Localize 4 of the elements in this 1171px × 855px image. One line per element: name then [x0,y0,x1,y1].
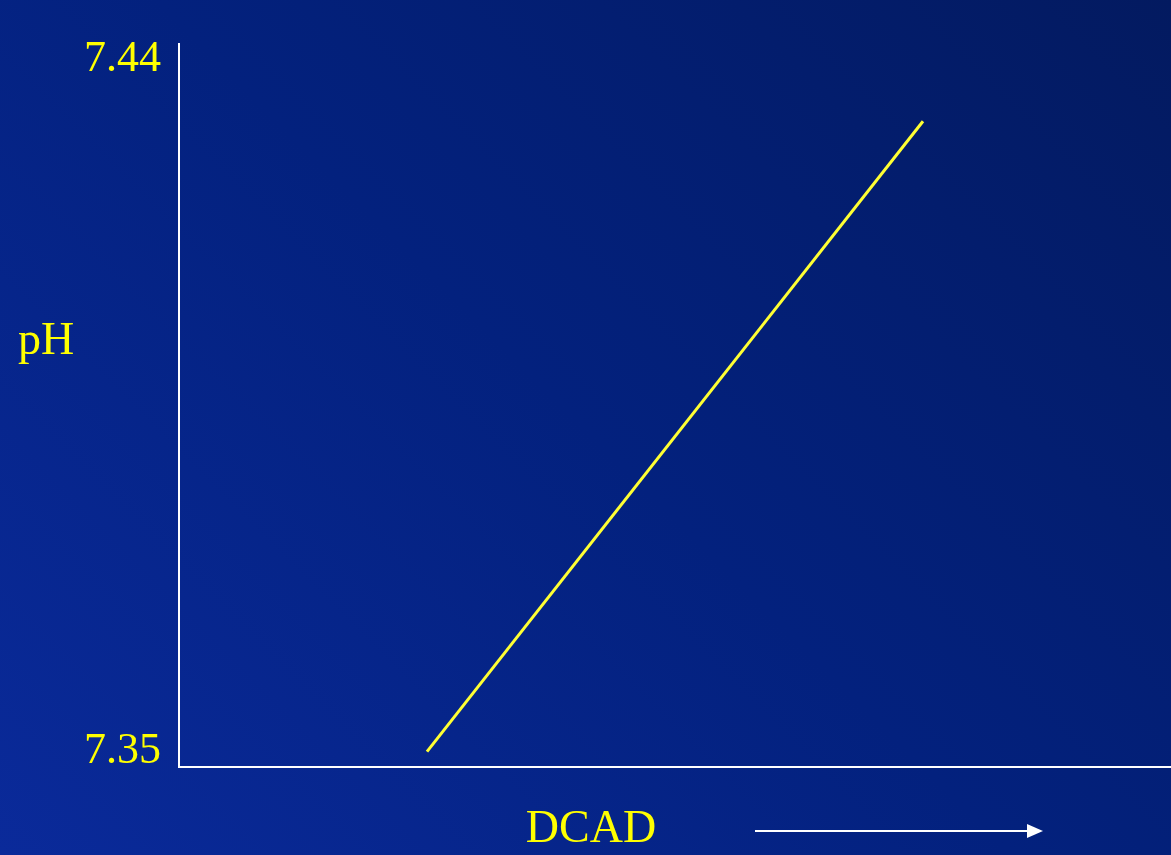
y-tick-label: 7.44 [84,32,161,82]
y-tick-label: 7.35 [84,724,161,774]
x-axis-title: DCAD [525,801,657,853]
y-axis-title: pH [18,312,75,364]
